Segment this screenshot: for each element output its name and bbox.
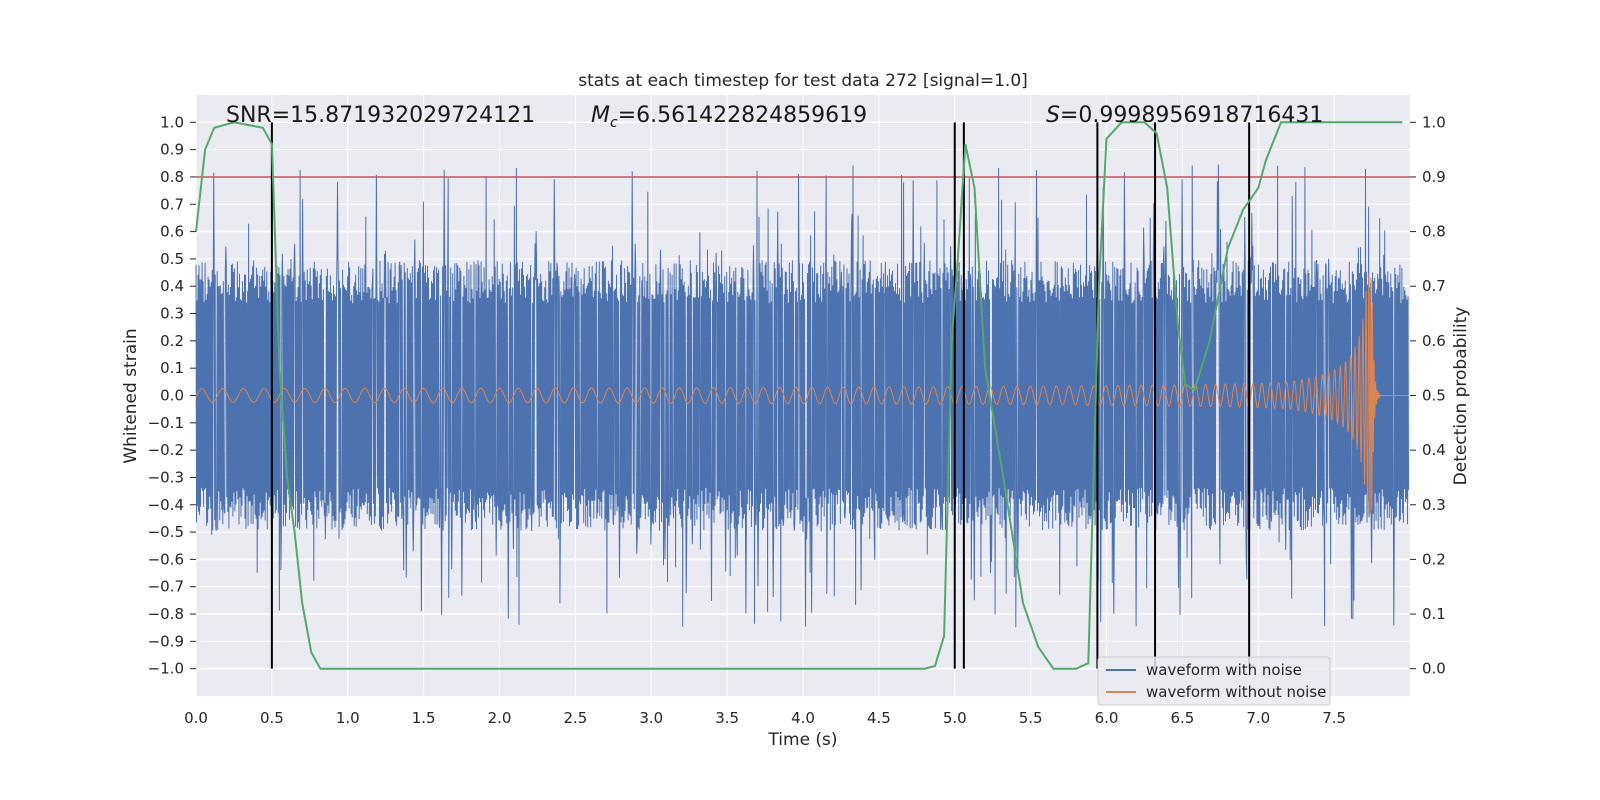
y-tick-label: 0.0 [160,387,184,405]
legend-label-noise: waveform with noise [1146,661,1302,679]
legend-label-clean: waveform without noise [1146,683,1326,701]
legend: waveform with noise waveform without noi… [1097,656,1331,706]
y2-axis-ticks: 1.0 0.9 0.8 0.7 0.6 0.5 0.4 0.3 0.2 0.1 0.0 [1410,113,1446,678]
y-tick-label: 0.9 [160,141,184,159]
y-tick-label: −0.7 [148,578,184,596]
y2-tick-label: 0.5 [1422,387,1446,405]
chirp-mass-symbol: M [591,103,610,128]
y2-tick-label: 0.1 [1422,605,1446,623]
y2-tick-label: 0.7 [1422,277,1446,295]
chirp-mass-value: =6.561422824859619 [618,103,867,128]
y-axis-ticks: 1.0 0.9 0.8 0.7 0.6 0.5 0.4 0.3 0.2 0.1 0.0 −0.1 −0.… [148,113,196,678]
x-axis-label: Time (s) [767,730,837,750]
series-waveform-without-noise [195,272,1409,517]
chirp-mass-annotation: Mc=6.561422824859619 [591,103,867,131]
y2-tick-label: 0.3 [1422,496,1446,514]
y-tick-label: 0.7 [160,195,184,213]
y-tick-label: −0.9 [148,632,184,650]
y2-tick-label: 0.4 [1422,441,1446,459]
y-tick-label: 0.3 [160,305,184,323]
x-tick-label: 2.5 [563,709,587,727]
y-tick-label: −0.2 [148,441,184,459]
y-tick-label: −0.5 [148,523,184,541]
legend-box [1097,656,1331,706]
y2-tick-label: 0.6 [1422,332,1446,350]
y2-tick-label: 0.9 [1422,168,1446,186]
chart-title: stats at each timestep for test data 272… [578,71,1028,91]
y2-axis-label: Detection probability [1451,307,1471,486]
x-tick-label: 6.5 [1170,709,1194,727]
noise-waveform-line [195,164,1409,628]
chirp-mass-subscript: c [610,115,618,131]
x-tick-label: 6.0 [1095,709,1119,727]
y-tick-label: −0.8 [148,605,184,623]
snr-annotation: SNR=15.871932029724121 [226,103,535,128]
x-tick-label: 5.5 [1019,709,1043,727]
x-tick-label: 1.5 [412,709,436,727]
y-tick-label: −0.3 [148,468,184,486]
y2-tick-label: 0.0 [1422,660,1446,678]
x-tick-label: 2.0 [488,709,512,727]
score-value: =0.9998956918716431 [1060,103,1323,128]
y2-tick-label: 0.8 [1422,223,1446,241]
y-tick-label: 0.1 [160,359,184,377]
x-tick-label: 3.5 [715,709,739,727]
y-tick-label: 0.5 [160,250,184,268]
probability-line [195,121,1403,670]
y-tick-label: 0.2 [160,332,184,350]
y-tick-label: −0.1 [148,414,184,432]
y-tick-label: 0.6 [160,223,184,241]
y-axis-label: Whitened strain [121,328,141,463]
x-tick-label: 3.0 [639,709,663,727]
y-tick-label: 0.4 [160,277,184,295]
x-tick-label: 1.0 [336,709,360,727]
score-annotation: S=0.9998956918716431 [1046,103,1323,128]
x-tick-label: 7.0 [1246,709,1270,727]
y-tick-label: 0.8 [160,168,184,186]
series-detection-probability [195,121,1403,670]
x-tick-label: 4.5 [867,709,891,727]
x-tick-label: 7.5 [1322,709,1346,727]
x-tick-label: 0.5 [260,709,284,727]
y-tick-label: −0.6 [148,550,184,568]
y-tick-label: −0.4 [148,496,184,514]
series-waveform-with-noise [195,164,1409,628]
score-symbol: S [1046,103,1060,128]
clean-waveform-line [195,272,1409,517]
y-tick-label: 1.0 [160,113,184,131]
x-tick-label: 0.0 [184,709,208,727]
y2-tick-label: 1.0 [1422,113,1446,131]
x-axis-ticks: 0.0 0.5 1.0 1.5 2.0 2.5 3.0 3.5 4.0 4.5 5.0 5.5 6.0 6… [184,709,1346,727]
x-tick-label: 4.0 [791,709,815,727]
x-tick-label: 5.0 [943,709,967,727]
y-tick-label: −1.0 [148,660,184,678]
vertical-markers [270,122,1251,669]
y2-tick-label: 0.2 [1422,550,1446,568]
